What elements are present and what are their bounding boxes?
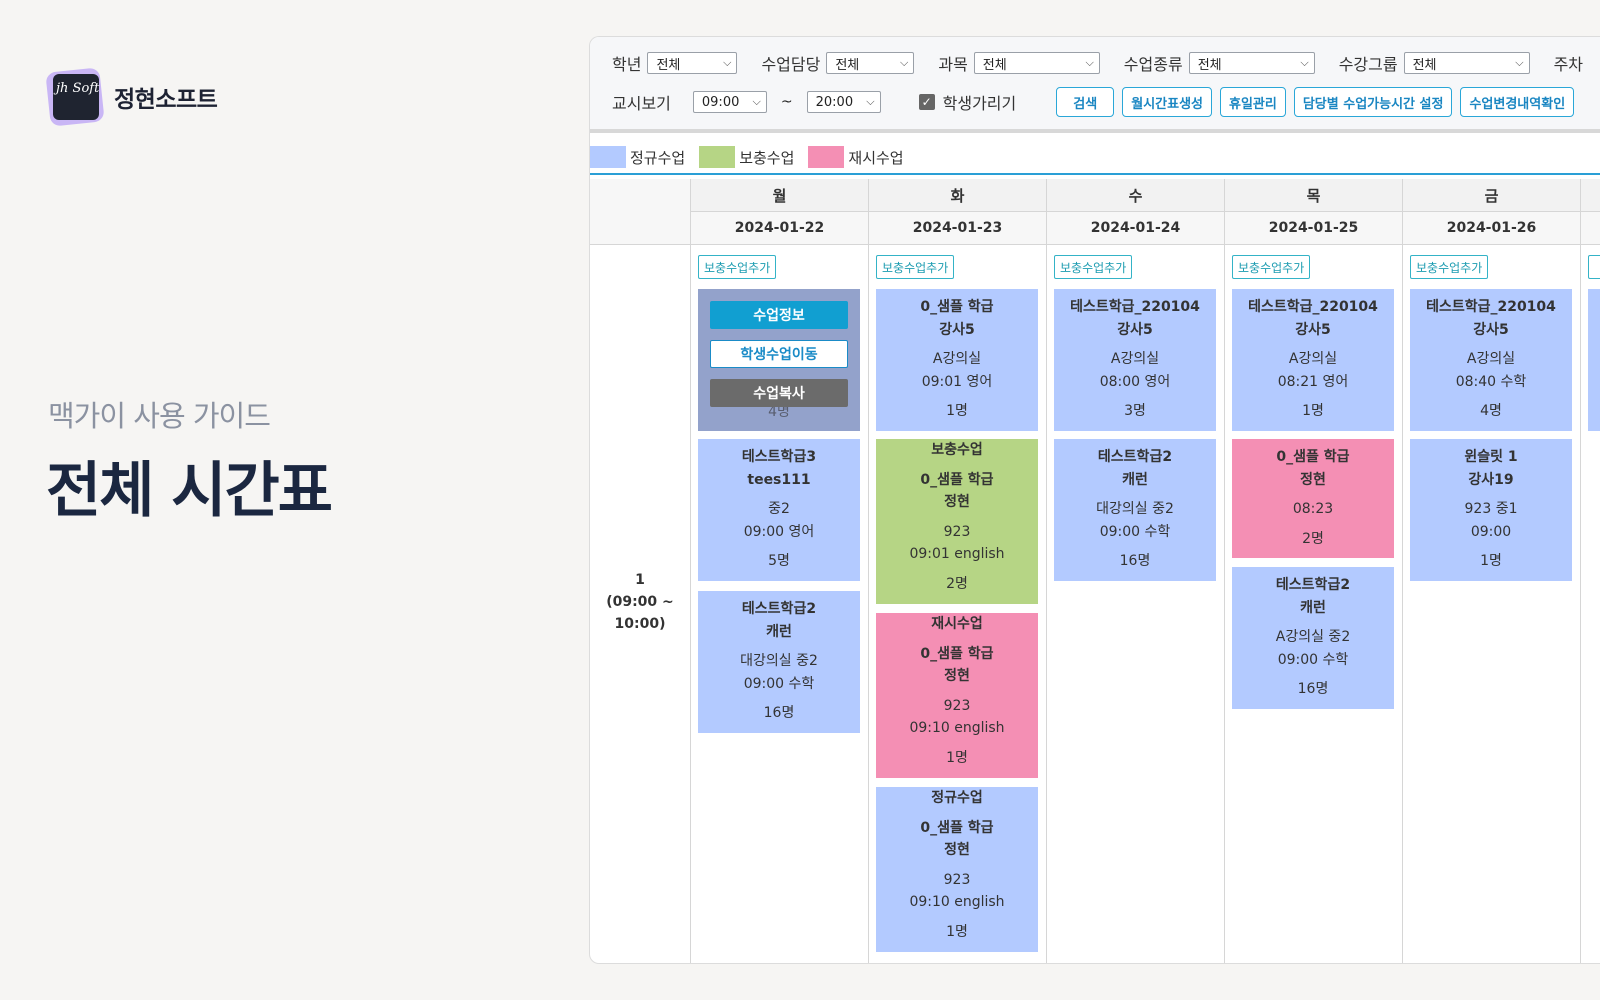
class-card-regular[interactable]: 정규수업 0_샘플 학급 정현 923 09:10 english 1명 xyxy=(876,787,1038,952)
date-header: 2024-01-23 xyxy=(869,212,1046,245)
class-card[interactable]: 테스트학급2 캐런 A강의실 중2 09:00 수학 16명 xyxy=(1232,567,1394,709)
legend-swatch xyxy=(699,146,736,168)
grid-corner xyxy=(590,179,690,245)
class-card[interactable]: 테스트학급_220104 강사5 A강의실 08:40 수학 4명 xyxy=(1410,289,1572,431)
timetable-grid: 1 (09:00 ~ 10:00) 월 2024-01-22 보충수업추가 4명… xyxy=(590,179,1600,963)
day-column-thu: 목 2024-01-25 보충수업추가 테스트학급_220104 강사5 A강의… xyxy=(1224,179,1402,963)
time-range-tilde: ~ xyxy=(780,94,793,110)
class-info-button[interactable]: 수업정보 xyxy=(710,301,848,329)
start-time-select[interactable]: 09:00 ⌵ xyxy=(692,91,767,113)
legend-retake: 재시수업 xyxy=(808,146,904,168)
date-header: 2024-01-25 xyxy=(1225,212,1402,245)
filter-row-1: 학년 전체 ⌵ 수업담당 전체 ⌵ 과목 전체 ⌵ 수업종류 전체 ⌵ 수강그룹 전체 ⌵… xyxy=(612,51,1589,75)
class-card-retake[interactable]: 재시수업 0_샘플 학급 정현 923 09:10 english 1명 xyxy=(876,613,1038,778)
day-column-fri: 금 2024-01-26 보충수업추가 테스트학급_220104 강사5 A강의… xyxy=(1402,179,1580,963)
guide-title: 전체 시간표 xyxy=(46,456,333,526)
class-card[interactable]: 4명 수업정보 학생수업이동 수업복사 xyxy=(698,289,860,431)
class-card[interactable]: 테스트학급2 캐런 대강의실 중2 09:00 수학 16명 xyxy=(698,591,860,733)
add-makeup-button[interactable]: 보충수업추가 xyxy=(1410,255,1489,279)
day-header: 월 xyxy=(691,179,868,212)
teacher-select[interactable]: 전체 ⌵ xyxy=(826,52,915,74)
day-header xyxy=(1581,179,1600,212)
day-header: 수 xyxy=(1047,179,1224,212)
class-card[interactable]: 테스트학급_220104 강사5 A강의실 08:21 영어 1명 xyxy=(1232,289,1394,431)
copy-class-button[interactable]: 수업복사 xyxy=(710,379,848,407)
end-time-select[interactable]: 20:00 ⌵ xyxy=(806,91,881,113)
chevron-down-icon: ⌵ xyxy=(1300,56,1309,69)
day-column-tue: 화 2024-01-23 보충수업추가 0_샘플 학급 강사5 A강의실 09:… xyxy=(868,179,1046,963)
legend: 정규수업 보충수업 재시수업 xyxy=(590,141,1600,175)
day-column-partial xyxy=(1580,179,1600,963)
brand-name: 정현소프트 xyxy=(114,87,218,113)
class-action-overlay: 수업정보 학생수업이동 수업복사 xyxy=(698,289,860,431)
class-card-retake[interactable]: 0_샘플 학급 정현 08:23 2명 xyxy=(1232,439,1394,558)
subject-label: 과목 xyxy=(938,55,968,74)
filter-row-2: 교시보기 09:00 ⌵ ~ 20:00 ⌵ ✓ 학생가리기 검색 월시간표생성 휴… xyxy=(612,87,1582,117)
chevron-down-icon: ⌵ xyxy=(900,56,909,69)
chevron-down-icon: ⌵ xyxy=(1085,56,1094,69)
class-card[interactable]: 0_샘플 학급 강사5 A강의실 09:01 영어 1명 xyxy=(876,289,1038,431)
legend-regular: 정규수업 xyxy=(590,146,685,168)
class-card[interactable] xyxy=(1588,289,1600,431)
day-header: 금 xyxy=(1403,179,1580,212)
grade-select[interactable]: 전체 ⌵ xyxy=(647,52,738,74)
chevron-down-icon: ⌵ xyxy=(752,95,761,108)
grade-label: 학년 xyxy=(612,55,642,74)
brand-logo: jh Soft 정현소프트 xyxy=(45,67,218,127)
hide-students-checkbox[interactable]: ✓ xyxy=(918,94,935,110)
day-header: 화 xyxy=(869,179,1046,212)
week-label: 주차 xyxy=(1553,55,1584,74)
class-card[interactable]: 테스트학급3 tees111 중2 09:00 영어 5명 xyxy=(698,439,860,581)
day-column-wed: 수 2024-01-24 보충수업추가 테스트학급_220104 강사5 A강의… xyxy=(1046,179,1224,963)
date-header: 2024-01-24 xyxy=(1047,212,1224,245)
day-column-mon: 월 2024-01-22 보충수업추가 4명 수업정보 학생수업이동 수업복사 … xyxy=(690,179,868,963)
date-header xyxy=(1581,212,1600,245)
period-label: 1 (09:00 ~ 10:00) xyxy=(606,572,674,632)
add-makeup-button[interactable]: 보충수업추가 xyxy=(876,255,955,279)
legend-swatch xyxy=(808,146,845,168)
add-makeup-button[interactable]: 보충수업추가 xyxy=(1232,255,1311,279)
chevron-down-icon: ⌵ xyxy=(1515,56,1524,69)
class-type-select[interactable]: 전체 ⌵ xyxy=(1188,52,1315,74)
date-header: 2024-01-22 xyxy=(691,212,868,245)
class-card-makeup[interactable]: 보충수업 0_샘플 학급 정현 923 09:01 english 2명 xyxy=(876,439,1038,604)
chevron-down-icon: ⌵ xyxy=(866,95,875,108)
legend-swatch xyxy=(590,146,626,168)
group-select[interactable]: 전체 ⌵ xyxy=(1403,52,1530,74)
chevron-down-icon: ⌵ xyxy=(723,56,732,69)
date-header: 2024-01-26 xyxy=(1403,212,1580,245)
day-header: 목 xyxy=(1225,179,1402,212)
timetable-panel: 학년 전체 ⌵ 수업담당 전체 ⌵ 과목 전체 ⌵ 수업종류 전체 ⌵ 수강그룹 전체 ⌵… xyxy=(589,36,1600,964)
class-type-label: 수업종류 xyxy=(1123,55,1183,74)
change-history-button[interactable]: 수업변경내역확인 xyxy=(1460,87,1575,117)
availability-button[interactable]: 담당별 수업가능시간 설정 xyxy=(1293,87,1453,117)
add-makeup-button[interactable] xyxy=(1588,255,1600,279)
add-makeup-button[interactable]: 보충수업추가 xyxy=(1054,255,1133,279)
monthly-timetable-button[interactable]: 월시간표생성 xyxy=(1122,87,1212,117)
class-card[interactable]: 테스트학급2 캐런 대강의실 중2 09:00 수학 16명 xyxy=(1054,439,1216,581)
move-student-button[interactable]: 학생수업이동 xyxy=(710,340,848,368)
subject-select[interactable]: 전체 ⌵ xyxy=(973,52,1100,74)
class-card[interactable]: 윈슬릿 1 강사19 923 중1 09:00 1명 xyxy=(1410,439,1572,581)
class-card[interactable]: 테스트학급_220104 강사5 A강의실 08:00 영어 3명 xyxy=(1054,289,1216,431)
logo-icon: jh Soft xyxy=(45,67,105,127)
period-view-label: 교시보기 xyxy=(612,94,671,113)
teacher-label: 수업담당 xyxy=(761,55,821,74)
filter-toolbar: 학년 전체 ⌵ 수업담당 전체 ⌵ 과목 전체 ⌵ 수업종류 전체 ⌵ 수강그룹 전체 ⌵… xyxy=(590,37,1600,133)
legend-makeup: 보충수업 xyxy=(699,146,794,168)
guide-subtitle: 맥가이 사용 가이드 xyxy=(48,399,271,433)
holiday-button[interactable]: 휴일관리 xyxy=(1220,87,1286,117)
group-label: 수강그룹 xyxy=(1338,55,1398,74)
hide-students-label: 학생가리기 xyxy=(942,94,1017,113)
add-makeup-button[interactable]: 보충수업추가 xyxy=(698,255,777,279)
search-button[interactable]: 검색 xyxy=(1056,87,1115,117)
